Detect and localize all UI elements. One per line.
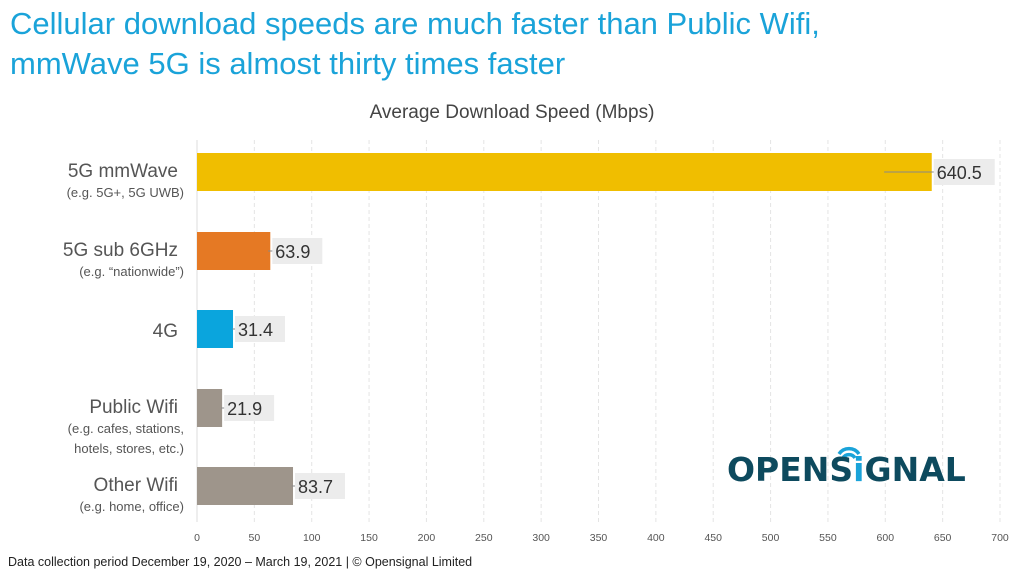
category-sublabel: hotels, stores, etc.) [74,441,184,456]
data-label: 63.9 [275,242,310,262]
signal-icon [837,446,861,460]
headline: Cellular download speeds are much faster… [10,4,820,84]
category-label: Other Wifi [94,475,178,496]
opensignal-logo: OPENSiGNAL [727,446,966,489]
data-label-bg [933,159,995,185]
headline-line-2: mmWave 5G is almost thirty times faster [10,46,566,81]
category-label: 5G mmWave [68,161,178,182]
x-tick-label: 0 [194,532,200,544]
data-label-bg [295,473,346,499]
x-tick-label: 150 [360,532,378,544]
x-tick-label: 600 [877,532,895,544]
bar-other-wifi [197,467,294,505]
data-label: 31.4 [238,320,273,340]
category-label: 4G [153,321,178,342]
data-label-bg [235,316,286,342]
bar-5g-mmwave [197,153,932,191]
bar-public-wifi [197,389,223,427]
data-label: 83.7 [298,477,333,497]
x-tick-label: 50 [249,532,261,544]
category-sublabel: (e.g. cafes, stations, [68,421,184,436]
x-tick-label: 550 [819,532,837,544]
data-label: 21.9 [227,399,262,419]
data-label-bg [224,395,275,421]
x-tick-label: 450 [704,532,722,544]
x-tick-label: 250 [475,532,493,544]
category-sublabel: (e.g. 5G+, 5G UWB) [67,185,184,200]
category-sublabel: (e.g. home, office) [79,499,184,514]
x-tick-label: 700 [991,532,1009,544]
x-tick-label: 350 [590,532,608,544]
category-label: 5G sub 6GHz [63,240,178,261]
category-label: Public Wifi [89,397,178,418]
chart-title: Average Download Speed (Mbps) [369,102,655,123]
x-tick-label: 200 [418,532,436,544]
bar-5g-sub-6ghz [197,232,271,270]
headline-line-1: Cellular download speeds are much faster… [10,6,820,41]
x-tick-label: 400 [647,532,665,544]
x-tick-label: 500 [762,532,780,544]
x-tick-label: 100 [303,532,321,544]
category-sublabel: (e.g. “nationwide”) [79,264,184,279]
bar-4g [197,310,234,348]
data-label-bg [272,238,323,264]
footer-note: Data collection period December 19, 2020… [8,555,473,569]
data-label: 640.5 [937,163,982,183]
x-tick-label: 650 [934,532,952,544]
x-tick-label: 300 [532,532,550,544]
